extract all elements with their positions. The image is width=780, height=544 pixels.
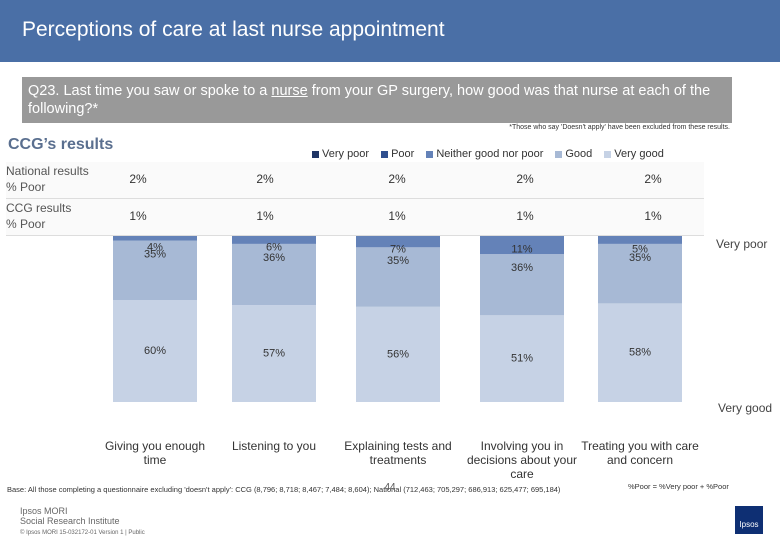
table-row: CCG results % Poor 1% 1% 1% 1% 1%: [6, 199, 704, 236]
legend-item: Good: [555, 148, 592, 160]
legend-item: Neither good nor poor: [426, 148, 543, 160]
bar-segment: [232, 243, 316, 306]
table-cell: 1%: [644, 209, 662, 223]
bar-segment: [356, 235, 440, 248]
table-cell: 1%: [256, 209, 274, 223]
data-label: 4%: [147, 242, 163, 254]
brand-line: Ipsos MORI: [20, 506, 68, 516]
base-note: Base: All those completing a questionnai…: [7, 485, 561, 494]
legend-swatch: [426, 150, 434, 158]
end-label: Very poor: [716, 237, 768, 251]
question-text: from your GP surgery, how good was that …: [28, 83, 711, 117]
section-title: CCG’s results: [8, 136, 114, 153]
legend: Very poor Poor Neither good nor poor Good Ve…: [312, 148, 664, 160]
legend-label: Very good: [614, 148, 664, 160]
data-label: 58%: [629, 347, 651, 359]
x-tick-label: Explaining tests and treatments: [344, 439, 452, 467]
row-label-line: National results: [6, 164, 89, 178]
table: National results % Poor 2% 2% 2% 2% 2% CCG resu…: [6, 162, 704, 236]
table-cell: 2%: [388, 172, 406, 186]
legend-label: Neither good nor poor: [436, 148, 544, 160]
data-label: 36%: [511, 262, 533, 274]
table-cell: 1%: [388, 209, 406, 223]
legend-label: Good: [565, 148, 593, 160]
end-label: Very good: [718, 401, 773, 415]
x-tick-label: Treating you with care and concern: [581, 439, 699, 467]
row-label-line: % Poor: [6, 217, 46, 231]
x-tick-label: Listening to you: [231, 439, 317, 453]
table-row: National results % Poor 2% 2% 2% 2% 2%: [6, 162, 704, 199]
header-bar: [0, 0, 780, 62]
legend-item: Poor: [381, 148, 414, 160]
table-cell: 2%: [256, 172, 274, 186]
logo: Ipsos: [735, 506, 763, 534]
legend-item: Very good: [604, 148, 664, 160]
bar-segment: [113, 240, 197, 300]
legend-swatch: [555, 150, 563, 158]
legend-label: Poor: [391, 148, 415, 160]
data-label: 60%: [144, 345, 166, 357]
data-label: 7%: [390, 243, 406, 255]
bar-segment: [598, 303, 682, 402]
footnote: *Those who say 'Doesn't apply' have been…: [509, 124, 730, 131]
brand-line: Social Research Institute: [20, 516, 120, 526]
x-tick-label: Giving you enough time: [104, 439, 206, 467]
table-cell: 2%: [644, 172, 662, 186]
question-text: Q23. Last time you saw or spoke to a: [28, 83, 272, 99]
x-tick-label: Involving you in decisions about your ca…: [466, 439, 578, 481]
bar-segment: [480, 315, 564, 402]
legend-label: Very poor: [322, 148, 370, 160]
question-emphasis: nurse: [271, 83, 308, 99]
data-label: 11%: [511, 243, 532, 255]
table-cell: 1%: [129, 209, 147, 223]
poor-definition: %Poor = %Very poor + %Poor: [628, 482, 729, 491]
table-cell: 2%: [129, 172, 147, 186]
bar-segment: [598, 235, 682, 244]
row-label-line: CCG results: [6, 201, 72, 215]
question-box: [22, 77, 732, 123]
bar-segment: [113, 233, 197, 241]
data-label: 51%: [511, 353, 533, 365]
legend-item: Very poor: [312, 148, 369, 160]
slide-title: Perceptions of care at last nurse appoin…: [22, 18, 445, 41]
table-cell: 1%: [516, 209, 534, 223]
copyright: © Ipsos MORI 15-032172-01 Version 1 | Pu…: [20, 530, 145, 536]
data-label: 35%: [629, 252, 651, 264]
table-cell: 2%: [516, 172, 534, 186]
legend-swatch: [381, 150, 389, 158]
data-label: 35%: [387, 255, 409, 267]
question: Q23. Last time you saw or spoke to a nur…: [28, 82, 728, 118]
row-label-line: % Poor: [6, 180, 46, 194]
bar-segment: [480, 254, 564, 316]
data-label: 57%: [263, 347, 285, 359]
bar-segment: [113, 300, 197, 402]
bar-segment: [232, 233, 316, 244]
bar-segment: [480, 235, 564, 255]
legend-swatch: [604, 150, 612, 158]
page-number: 44: [384, 482, 396, 493]
data-label: 56%: [387, 348, 409, 360]
bar-segment: [356, 306, 440, 402]
row-label: National results % Poor: [6, 163, 89, 195]
data-label: 5%: [632, 243, 648, 255]
bar-segment: [598, 243, 682, 304]
data-label: 35%: [144, 248, 166, 260]
row-label: CCG results % Poor: [6, 200, 71, 232]
legend-swatch: [312, 150, 319, 158]
brand: Ipsos MORI Social Research Institute: [20, 506, 120, 526]
bar-segment: [232, 305, 316, 402]
data-label: 36%: [263, 252, 285, 264]
data-label: 6%: [266, 242, 282, 254]
bar-segment: [356, 247, 440, 307]
